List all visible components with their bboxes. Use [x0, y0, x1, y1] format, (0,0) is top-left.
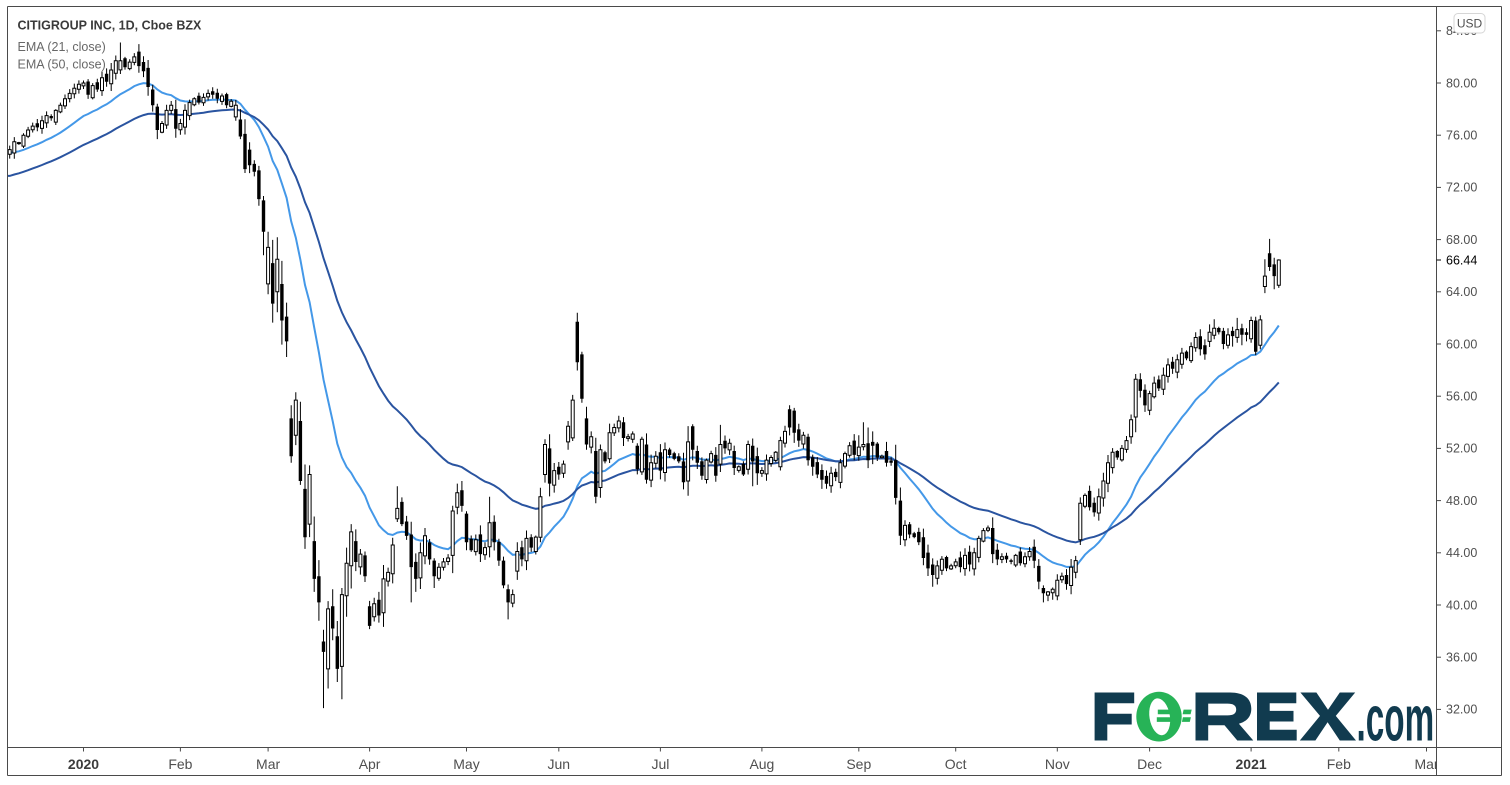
svg-text:Aug: Aug	[749, 756, 774, 772]
svg-text:Mar: Mar	[256, 756, 280, 772]
svg-text:Jun: Jun	[548, 756, 571, 772]
svg-text:40.00: 40.00	[1446, 598, 1477, 612]
svg-text:EMA (50, close): EMA (50, close)	[18, 58, 106, 72]
svg-text:Nov: Nov	[1045, 756, 1070, 772]
svg-text:32.00: 32.00	[1446, 703, 1477, 717]
svg-text:Apr: Apr	[359, 756, 381, 772]
svg-text:60.00: 60.00	[1446, 337, 1477, 351]
svg-text:52.00: 52.00	[1446, 442, 1477, 456]
svg-text:USD: USD	[1457, 17, 1483, 31]
svg-text:May: May	[453, 756, 479, 772]
svg-text:Mar: Mar	[1414, 756, 1438, 772]
svg-text:2021: 2021	[1236, 756, 1267, 772]
svg-text:48.00: 48.00	[1446, 494, 1477, 508]
svg-text:.com: .com	[1357, 683, 1435, 755]
svg-text:64.00: 64.00	[1446, 285, 1477, 299]
svg-text:Feb: Feb	[168, 756, 192, 772]
svg-text:CITIGROUP INC, 1D, Cboe BZX: CITIGROUP INC, 1D, Cboe BZX	[18, 19, 202, 33]
svg-text:Feb: Feb	[1327, 756, 1351, 772]
svg-text:2020: 2020	[68, 756, 99, 772]
svg-text:EMA (21, close): EMA (21, close)	[18, 40, 106, 54]
svg-text:66.44: 66.44	[1446, 253, 1477, 267]
svg-text:44.00: 44.00	[1446, 546, 1477, 560]
svg-text:68.00: 68.00	[1446, 233, 1477, 247]
svg-text:80.00: 80.00	[1446, 76, 1477, 90]
svg-text:76.00: 76.00	[1446, 129, 1477, 143]
svg-text:72.00: 72.00	[1446, 181, 1477, 195]
svg-text:Jul: Jul	[651, 756, 669, 772]
svg-text:Dec: Dec	[1137, 756, 1162, 772]
svg-text:56.00: 56.00	[1446, 390, 1477, 404]
svg-text:Sep: Sep	[846, 756, 871, 772]
svg-text:36.00: 36.00	[1446, 651, 1477, 665]
svg-text:Oct: Oct	[945, 756, 967, 772]
